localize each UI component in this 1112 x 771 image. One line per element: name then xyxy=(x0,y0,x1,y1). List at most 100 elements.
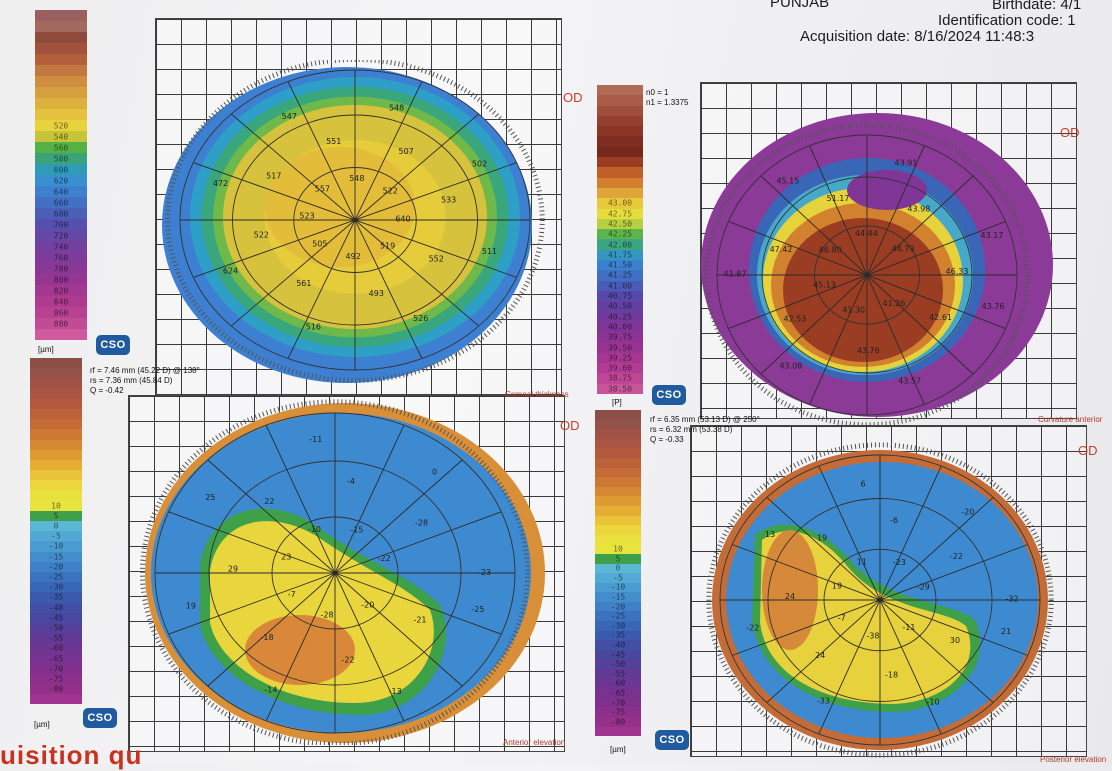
zone-circle xyxy=(719,454,1041,746)
elevation-orange-zone xyxy=(762,530,818,650)
map-overlay xyxy=(706,442,1054,758)
scale-band: 38.50 xyxy=(597,383,643,394)
map-value: 6 xyxy=(861,480,866,489)
zone-circle xyxy=(208,460,462,686)
scale-band xyxy=(35,43,87,54)
map-value: 517 xyxy=(266,171,281,180)
map-value: -10 xyxy=(308,525,321,534)
scale-band: 860 xyxy=(35,307,87,318)
scale-band: -45 xyxy=(30,612,82,623)
map-title: Curvature anterior xyxy=(1038,415,1103,424)
cso-logo: CSO xyxy=(83,708,117,728)
scale-band: 42.25 xyxy=(597,229,643,240)
scale-band: 580 xyxy=(35,153,87,164)
scale-band xyxy=(595,419,641,430)
scale-band: -20 xyxy=(595,601,641,612)
scale-band: 640 xyxy=(35,186,87,197)
scale-band xyxy=(30,378,82,389)
scale-band xyxy=(35,65,87,76)
scale-band: -60 xyxy=(595,678,641,689)
map-value: -28 xyxy=(415,518,428,527)
scale-band: 540 xyxy=(35,131,87,142)
map-value: -20 xyxy=(361,600,374,609)
protractor-ring xyxy=(165,60,545,383)
scale-band: 39.00 xyxy=(597,363,643,374)
scale-band xyxy=(597,115,643,127)
acquisition-date: Acquisition date: 8/16/2024 11:48:3 xyxy=(800,28,1035,45)
scale-band xyxy=(30,480,82,491)
scale-band xyxy=(597,146,643,158)
map-value: -32 xyxy=(1005,595,1018,604)
scale-band: -15 xyxy=(30,551,82,562)
scale-band xyxy=(595,505,641,516)
map-value: -13 xyxy=(389,687,402,696)
map-value: 522 xyxy=(383,186,398,195)
scale-band: -10 xyxy=(595,582,641,593)
scale-band xyxy=(30,358,82,369)
scale-band xyxy=(597,105,643,116)
zone-circle xyxy=(716,134,1018,416)
scale-band: -30 xyxy=(595,621,641,631)
scale-band xyxy=(35,32,87,43)
scale-band: -10 xyxy=(30,541,82,552)
scale-band xyxy=(35,10,87,21)
map-value: -23 xyxy=(893,558,906,567)
map-value: 472 xyxy=(213,179,228,188)
scale-band xyxy=(30,459,82,471)
map-curvature-anterior: 43.76 42.61 41.26 43.57 43.76 41.30 43.08 42.53… xyxy=(701,113,1053,425)
scale-band: 39.75 xyxy=(597,332,643,343)
scale-band: 42.75 xyxy=(597,208,643,219)
scale-band: -35 xyxy=(30,592,82,603)
scale-band: -60 xyxy=(30,643,82,654)
map-value: -23 xyxy=(478,568,491,577)
map-value: -7 xyxy=(838,614,846,623)
map-value: 44.79 xyxy=(892,245,915,254)
map-value: 43.76 xyxy=(857,346,880,355)
scale-band xyxy=(595,477,641,487)
map-value: 511 xyxy=(482,247,497,256)
map-value: 548 xyxy=(349,174,364,183)
map-title: Anterior elevation xyxy=(503,738,566,747)
map-value: -18 xyxy=(261,633,274,642)
scale-band xyxy=(597,167,643,178)
scale-band xyxy=(35,329,87,340)
scale-band xyxy=(35,76,87,87)
scale-band xyxy=(595,457,641,468)
meridian-line xyxy=(732,544,1028,656)
scale-band: 660 xyxy=(35,197,87,208)
scale-band xyxy=(595,515,641,526)
map-value: -38 xyxy=(866,632,879,641)
scale-band: 520 xyxy=(35,120,87,131)
map-value: 533 xyxy=(441,196,456,205)
scale-band: 780 xyxy=(35,263,87,274)
zone-circle xyxy=(814,225,920,325)
map-value: 522 xyxy=(254,230,269,239)
map-value: 19 xyxy=(832,581,842,590)
map-value: 526 xyxy=(413,314,428,323)
scale-band xyxy=(30,398,82,409)
scale-band: 880 xyxy=(35,318,87,329)
map-value: 516 xyxy=(306,322,321,331)
zone-circle xyxy=(761,176,973,374)
meridian-line xyxy=(168,511,502,635)
map-overlay xyxy=(704,122,1030,425)
scale-band: 800 xyxy=(35,274,87,285)
scale-band xyxy=(35,21,87,32)
eye-label: OD xyxy=(563,90,583,105)
map-value: 21 xyxy=(1001,627,1011,636)
map-value: 492 xyxy=(346,252,361,261)
map-value: 551 xyxy=(326,137,341,146)
scale-band: 41.25 xyxy=(597,270,643,281)
color-scale-thickness: 520 540 560 580 600 620 640 660 680 700 720 740 760 7… xyxy=(35,10,87,340)
scale-band xyxy=(597,177,643,188)
scale-band xyxy=(595,467,641,478)
scale-band: 40.75 xyxy=(597,290,643,302)
map-value: -22 xyxy=(378,554,391,563)
zone-circle xyxy=(767,498,993,702)
scale-band xyxy=(597,136,643,147)
map-value: 47.42 xyxy=(770,245,793,254)
scale-band xyxy=(595,410,641,420)
scale-band xyxy=(35,54,87,65)
protractor-ring xyxy=(704,122,1030,425)
scale-band: -30 xyxy=(30,582,82,593)
